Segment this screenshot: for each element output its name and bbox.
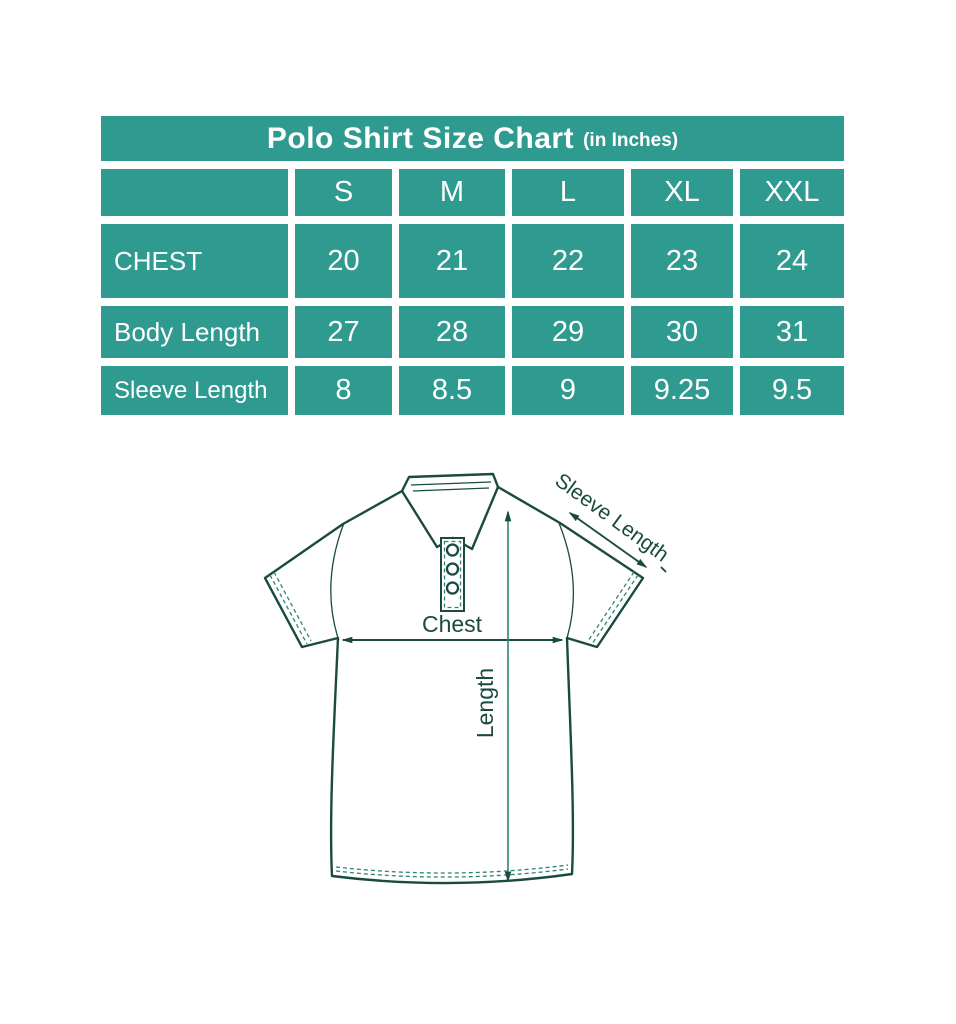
- column-header-xl: XL: [631, 169, 733, 216]
- sleeve-length-value-s: 8: [295, 366, 392, 415]
- sleeve-length-arrow: [568, 512, 648, 568]
- chest-label: Chest: [422, 611, 483, 637]
- table-title: Polo Shirt Size Chart (in Inches): [101, 116, 844, 161]
- table-title-unit: (in Inches): [583, 130, 679, 151]
- body-length-value-xl: 30: [631, 306, 733, 358]
- measurement-arrows: [341, 510, 667, 883]
- button-icon: [445, 562, 460, 576]
- button-icon: [445, 581, 460, 595]
- sleeve-length-label: Sleeve Length: [551, 469, 673, 567]
- chest-value-m: 21: [399, 224, 505, 298]
- button-icon: [445, 543, 460, 557]
- table-title-text: Polo Shirt Size Chart: [266, 121, 575, 155]
- chest-value-xl: 23: [631, 224, 733, 298]
- sleeve-length-value-xxl: 9.5: [740, 366, 844, 415]
- sleeve-length-value-xl: 9.25: [631, 366, 733, 415]
- button-placket: [440, 537, 465, 612]
- chest-value-l: 22: [512, 224, 624, 298]
- column-header-xxl: XXL: [740, 169, 844, 216]
- column-header-s: S: [295, 169, 392, 216]
- tick-mark: [660, 566, 667, 573]
- column-header-l: L: [512, 169, 624, 216]
- length-label: Length: [472, 668, 498, 738]
- corner-cell: [101, 169, 288, 216]
- row-label-chest: CHEST: [101, 224, 288, 298]
- stitching: [269, 571, 639, 878]
- row-label-sleeve-length: Sleeve Length: [101, 366, 288, 415]
- body-length-value-xxl: 31: [740, 306, 844, 358]
- sleeve-length-value-m: 8.5: [399, 366, 505, 415]
- polo-shirt-measurement-diagram: Chest Length Sleeve Length: [263, 469, 673, 885]
- column-header-m: M: [399, 169, 505, 216]
- sleeve-length-value-l: 9: [512, 366, 624, 415]
- body-length-value-l: 29: [512, 306, 624, 358]
- body-length-value-m: 28: [399, 306, 505, 358]
- row-label-body-length: Body Length: [101, 306, 288, 358]
- chest-value-s: 20: [295, 224, 392, 298]
- size-chart-table: Polo Shirt Size Chart (in Inches) S M L …: [101, 116, 844, 415]
- shirt-outline: [263, 485, 645, 885]
- body-length-value-s: 27: [295, 306, 392, 358]
- chest-value-xxl: 24: [740, 224, 844, 298]
